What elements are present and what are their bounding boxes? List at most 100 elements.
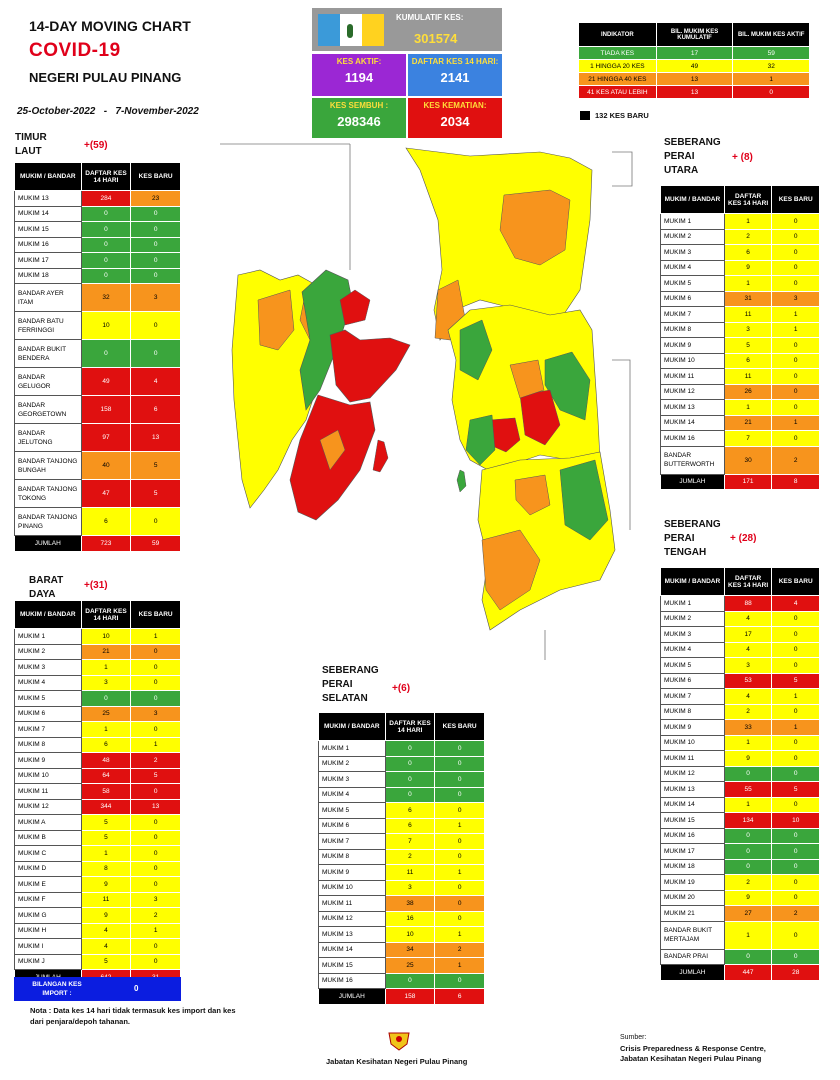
- row-daftar: 49: [80, 367, 132, 396]
- row-daftar: 4: [723, 610, 773, 627]
- table-row: MUKIM 14 34 2: [318, 941, 485, 958]
- row-daftar: 10: [80, 311, 132, 340]
- row-baru: 0: [130, 252, 181, 269]
- district-title-barat-daya: BARAT DAYA: [29, 575, 64, 600]
- row-daftar: 33: [723, 719, 773, 736]
- table-row: MUKIM 16 0 0: [660, 827, 820, 844]
- kumulatif-value: 301574: [414, 31, 458, 46]
- row-baru: 1: [771, 688, 820, 705]
- row-baru: 0: [434, 848, 485, 865]
- map-region: [257, 289, 295, 351]
- table-row: BANDAR TANJONG BUNGAH 40 5: [14, 451, 181, 480]
- row-baru: 3: [130, 283, 181, 312]
- table-row: MUKIM 16 0 0: [14, 236, 181, 253]
- row-daftar: 1: [723, 734, 773, 751]
- row-baru: 1: [771, 306, 820, 323]
- row-daftar: 10: [384, 926, 436, 943]
- row-name: MUKIM 4: [660, 259, 725, 276]
- district-plus: +(59): [84, 140, 108, 151]
- row-baru: 5: [130, 451, 181, 480]
- row-daftar: 4: [80, 938, 132, 955]
- row-name: MUKIM J: [14, 953, 82, 970]
- row-baru: 0: [771, 765, 820, 782]
- row-daftar: 1: [723, 920, 773, 950]
- leader-line: [612, 151, 633, 187]
- row-baru: 2: [771, 905, 820, 922]
- row-daftar: 3: [723, 321, 773, 338]
- row-daftar: 3: [384, 879, 436, 896]
- row-baru: 0: [771, 228, 820, 245]
- row-daftar: 2: [384, 848, 436, 865]
- row-daftar: 55: [723, 781, 773, 798]
- row-daftar: 11: [723, 368, 773, 385]
- row-baru: 0: [771, 948, 820, 965]
- row-daftar: 11: [384, 864, 436, 881]
- row-daftar: 0: [723, 827, 773, 844]
- indicator-label: TIADA KES: [578, 46, 657, 60]
- table-row: MUKIM F 11 3: [14, 891, 181, 908]
- table-row: BANDAR BUKIT MERTAJAM 1 0: [660, 920, 820, 950]
- table-row: MUKIM 14 1 0: [660, 796, 820, 813]
- row-name: MUKIM 16: [660, 430, 725, 447]
- row-daftar: 0: [384, 786, 436, 803]
- row-name: MUKIM 6: [660, 290, 725, 307]
- map-region-georgetown: [329, 329, 411, 403]
- row-name: MUKIM 9: [318, 864, 386, 881]
- row-daftar: 6: [723, 352, 773, 369]
- row-daftar: 26: [723, 383, 773, 400]
- row-name: BANDAR TANJONG BUNGAH: [14, 451, 82, 480]
- row-baru: 3: [130, 705, 181, 722]
- table-row: MUKIM 9 48 2: [14, 752, 181, 769]
- row-baru: 0: [130, 953, 181, 970]
- row-baru: 1: [130, 628, 181, 645]
- table-header-row: MUKIM / BANDAR DAFTAR KES 14 HARI KES BARU: [660, 567, 820, 596]
- table-total-row: JUMLAH 171 8: [660, 473, 820, 490]
- row-baru: 3: [130, 891, 181, 908]
- row-daftar: 47: [80, 479, 132, 508]
- table-total-row: JUMLAH 723 59: [14, 535, 181, 552]
- aktif-value: 1194: [344, 70, 374, 85]
- row-daftar: 0: [80, 236, 132, 253]
- row-baru: 0: [434, 740, 485, 757]
- indicator-value: 17: [655, 46, 734, 60]
- row-name: MUKIM 12: [318, 910, 386, 927]
- row-baru: 0: [771, 889, 820, 906]
- map-region-barat-daya-west: [231, 269, 329, 509]
- daftar14-label: DAFTAR KES 14 HARI:: [411, 57, 499, 66]
- row-name: BANDAR GELUGOR: [14, 367, 82, 396]
- row-daftar: 1: [723, 213, 773, 230]
- row-baru: 0: [130, 339, 181, 368]
- row-daftar: 88: [723, 595, 773, 612]
- row-name: MUKIM 2: [660, 610, 725, 627]
- total-baru: 6: [434, 988, 485, 1005]
- row-name: MUKIM 1: [660, 595, 725, 612]
- row-daftar: 1: [80, 721, 132, 738]
- header-name: MUKIM / BANDAR: [660, 185, 725, 214]
- row-daftar: 25: [384, 957, 436, 974]
- table-row: MUKIM 1 88 4: [660, 595, 820, 612]
- map-region: [481, 529, 541, 611]
- row-name: MUKIM 14: [318, 941, 386, 958]
- chart-title-state: NEGERI PULAU PINANG: [29, 70, 182, 85]
- row-name: MUKIM 10: [14, 767, 82, 784]
- row-name: MUKIM 1: [318, 740, 386, 757]
- row-baru: 0: [434, 802, 485, 819]
- row-baru: 1: [434, 957, 485, 974]
- header-daftar: DAFTAR KES 14 HARI: [384, 712, 436, 741]
- row-baru: 0: [130, 860, 181, 877]
- row-name: MUKIM 8: [660, 321, 725, 338]
- row-name: BANDAR BUTTERWORTH: [660, 445, 725, 475]
- row-baru: 0: [130, 674, 181, 691]
- table-row: BANDAR GEORGETOWN 158 6: [14, 395, 181, 424]
- table-row: BANDAR TANJONG TOKONG 47 5: [14, 479, 181, 508]
- row-name: MUKIM 4: [660, 641, 725, 658]
- row-baru: 0: [771, 259, 820, 276]
- row-name: MUKIM 5: [660, 657, 725, 674]
